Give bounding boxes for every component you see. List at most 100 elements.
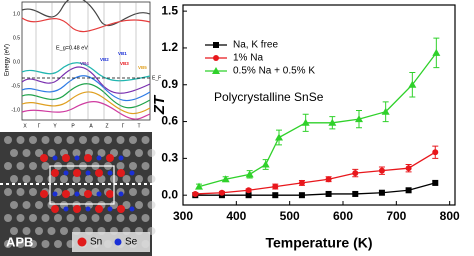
y-tick-label: 0.6 [161,114,178,128]
se-atom [52,191,58,197]
x-tick-label: 500 [280,209,300,223]
y-tick-label: 0.0 [161,187,178,201]
atom-column [16,188,25,196]
data-point [272,183,279,190]
atom-column [141,214,150,222]
atom-column [41,240,50,248]
y-tick-label: 0.3 [161,151,178,165]
atom-column [22,149,31,157]
band-y-tick: 0.5 [13,35,20,41]
band-y-tick: 1.0 [13,11,20,17]
data-point [301,118,310,126]
atom-column [29,188,37,196]
band-label: VB5 [138,65,147,70]
se-atom [63,206,69,212]
y-axis-label: ZT [151,94,168,115]
se-atom [63,170,69,176]
sn-atom [95,169,103,177]
atom-column [29,162,37,170]
atom-column [16,214,25,222]
data-point [275,133,283,141]
legend-label: 0.5% Na + 0.5% K [233,66,315,77]
se-atom [74,155,80,161]
data-point [298,192,305,199]
legend-marker [213,55,219,61]
unit-cell [49,165,115,205]
atom-column [60,175,68,183]
atom-column [54,240,62,248]
sn-atom [62,154,70,162]
data-point [245,192,252,199]
data-point [272,192,279,199]
sn-atom [117,205,125,213]
data-point [405,165,412,172]
se-atom [129,170,135,176]
k-label: A [89,123,93,129]
annotation: Polycrystalline SnSe [214,90,324,104]
atom-column [141,188,150,196]
data-point [221,175,230,183]
data-point [378,167,385,174]
atom-column [91,136,100,144]
atom-column [85,175,93,183]
atom-column [91,214,100,222]
data-point [195,182,203,190]
atom-column [135,175,143,183]
sn-atom [84,190,92,198]
atom-column [22,227,31,235]
data-point [192,190,199,197]
atom-column [10,175,18,183]
sn-atom [73,205,81,213]
se-atom [118,155,124,161]
se-atom [52,155,58,161]
data-point [432,149,439,156]
atom-column [35,201,43,209]
band-label: VB4 [80,61,89,66]
y-tick-label: 1.5 [161,3,178,17]
y-tick-label: 0.9 [161,77,178,91]
k-label: P [71,123,75,129]
data-point [408,80,417,88]
data-point [405,187,412,194]
atom-column [110,201,118,209]
band-panel: Energy (eV) 1.0 0.5 0.0 -0.5 -1.0 X Γ Y P A Z Γ T E… [5,0,161,129]
data-point [325,176,332,183]
sn-atom [40,154,48,162]
atom-column [66,214,75,222]
atom-column [54,136,62,144]
stem-panel: APB Sn Se [0,132,156,256]
band-label: VB1 [118,51,127,56]
k-label: Y [53,123,57,129]
sn-atom [40,190,48,198]
atom-column [29,136,37,144]
atom-column [10,149,18,157]
data-point [378,189,385,196]
legend-label: 1% Na [233,53,263,64]
plot-frame [182,4,456,206]
atom-column [129,136,137,144]
data-point [381,107,390,115]
sn-atom [51,169,59,177]
atom-column [97,149,106,157]
se-atom [107,206,113,212]
se-atom [96,191,102,197]
atom-column [135,149,143,157]
data-point [328,118,337,126]
data-point [298,179,305,186]
atom-column [135,201,143,209]
se-marker [114,238,122,246]
legend-marker [213,42,219,48]
atom-column [147,149,156,157]
sn-marker [77,237,87,247]
data-point [245,187,252,194]
atom-column [116,136,125,144]
x-tick-label: 600 [333,209,353,223]
atom-column [16,136,25,144]
fermi-label: E_F [152,75,161,81]
atom-column [72,149,81,157]
data-point [325,190,332,197]
band-y-tick: 0.0 [13,59,20,65]
data-point [355,115,363,123]
x-axis-label: Temperature (K) [265,235,372,251]
atom-column [10,201,18,209]
